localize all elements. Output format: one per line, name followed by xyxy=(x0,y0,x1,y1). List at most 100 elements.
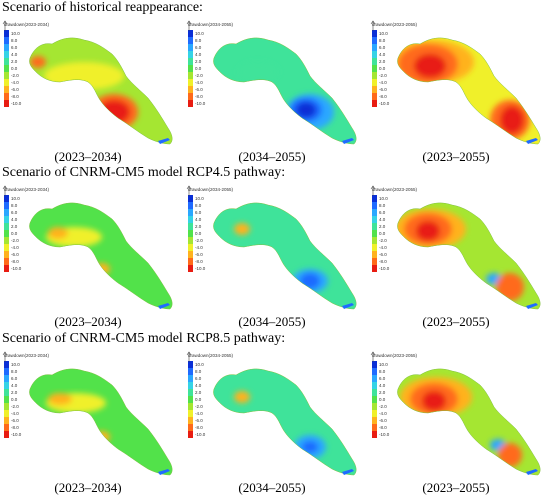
legend-tick-label: 0.0 xyxy=(379,397,386,402)
legend-entry: -4.0 xyxy=(4,410,36,417)
legend-entry: 6.0 xyxy=(4,44,36,51)
legend-swatch xyxy=(4,389,9,396)
legend-swatch xyxy=(4,251,9,258)
legend-swatch xyxy=(4,195,9,202)
legend-swatch xyxy=(188,382,193,389)
legend-entry: 4.0 xyxy=(188,382,220,389)
legend-tick-label: -10.0 xyxy=(379,101,390,106)
legend-entry: 6.0 xyxy=(372,44,404,51)
legend-entry: -4.0 xyxy=(188,79,220,86)
legend-tick-label: 2.0 xyxy=(11,390,18,395)
drawdown-map xyxy=(29,202,173,310)
region-outline xyxy=(29,368,173,476)
contour-zone xyxy=(496,273,524,301)
legend-tick-label: 8.0 xyxy=(195,203,202,208)
north-arrow-icon xyxy=(370,185,376,196)
legend-tick-label: -8.0 xyxy=(195,425,203,430)
contour-zone xyxy=(94,263,110,275)
legend-swatch xyxy=(188,65,193,72)
contour-zone xyxy=(414,54,446,78)
legend-swatch xyxy=(188,72,193,79)
legend-entry: 4.0 xyxy=(4,216,36,223)
legend-entry: -2.0 xyxy=(188,403,220,410)
legend-entry: -2.0 xyxy=(188,237,220,244)
legend-swatch xyxy=(372,202,377,209)
panel-caption: (2034–2055) xyxy=(238,314,306,329)
legend-swatch xyxy=(372,37,377,44)
color-legend: drawdown(2023-2034) 10.0 8.0 6.0 4.0 2.0 0.0 -2… xyxy=(4,353,49,438)
region-outline xyxy=(29,37,173,145)
legend-title: drawdown(2023-2055) xyxy=(372,22,418,27)
legend-swatch xyxy=(188,361,193,368)
legend-swatch xyxy=(188,93,193,100)
legend-entry: -2.0 xyxy=(188,72,220,79)
north-arrow-icon xyxy=(186,20,192,31)
legend-entry: -2.0 xyxy=(372,237,404,244)
legend-swatch xyxy=(4,396,9,403)
legend-entry: 10.0 xyxy=(4,195,36,202)
legend-swatch xyxy=(188,86,193,93)
legend-entry: 0.0 xyxy=(4,65,36,72)
legend-tick-label: 6.0 xyxy=(379,376,386,381)
contour-zone xyxy=(234,391,250,403)
legend-entry: -10.0 xyxy=(4,431,36,438)
legend-swatch xyxy=(4,230,9,237)
legend-entry: -2.0 xyxy=(372,403,404,410)
color-legend: drawdown(2034-2055) 10.0 8.0 6.0 4.0 2.0 0.0 -2… xyxy=(188,22,233,107)
legend-entry: 0.0 xyxy=(4,230,36,237)
map-panel: drawdown(2034-2055) 10.0 8.0 6.0 4.0 2.0 0.0 -2… xyxy=(184,185,360,310)
legend-entry: -10.0 xyxy=(4,265,36,272)
coast-marker xyxy=(342,303,354,309)
legend-entry: 8.0 xyxy=(188,37,220,44)
coast-marker xyxy=(158,138,170,144)
legend-title: drawdown(2023-2034) xyxy=(4,22,50,27)
legend-entry: -6.0 xyxy=(4,251,36,258)
legend-swatch xyxy=(372,396,377,403)
legend-entry: -10.0 xyxy=(188,431,220,438)
legend-swatch xyxy=(4,223,9,230)
legend-entry: -4.0 xyxy=(4,244,36,251)
legend-tick-label: -4.0 xyxy=(11,411,19,416)
legend-swatch xyxy=(188,51,193,58)
north-arrow-icon xyxy=(370,20,376,31)
legend-tick-label: -8.0 xyxy=(11,94,19,99)
legend-entry: -4.0 xyxy=(372,79,404,86)
legend-tick-label: 10.0 xyxy=(195,362,204,367)
legend-entry: 2.0 xyxy=(4,223,36,230)
legend-tick-label: 10.0 xyxy=(195,196,204,201)
legend-swatch xyxy=(372,244,377,251)
legend-swatch xyxy=(372,230,377,237)
legend-entry: 6.0 xyxy=(4,209,36,216)
drawdown-map xyxy=(397,37,541,145)
map-panel: drawdown(2023-2055) 10.0 8.0 6.0 4.0 2.0 0.0 -2… xyxy=(368,351,544,476)
legend-swatch xyxy=(188,396,193,403)
legend-swatch xyxy=(188,209,193,216)
legend-tick-label: 10.0 xyxy=(11,196,20,201)
legend-swatch xyxy=(372,195,377,202)
contour-zone xyxy=(44,62,124,90)
legend-entry: 8.0 xyxy=(4,202,36,209)
coast-marker xyxy=(342,469,354,475)
legend-tick-label: 2.0 xyxy=(379,390,386,395)
legend-entry: 4.0 xyxy=(372,382,404,389)
legend-entry: -8.0 xyxy=(4,424,36,431)
contour-zone xyxy=(94,431,110,443)
legend-entry: 8.0 xyxy=(372,37,404,44)
legend-tick-label: -6.0 xyxy=(11,252,19,257)
section-title: Scenario of historical reappearance: xyxy=(2,0,203,15)
coast-marker xyxy=(526,303,538,309)
legend-swatch xyxy=(4,265,9,272)
legend-tick-label: 4.0 xyxy=(379,217,386,222)
legend-swatch xyxy=(188,202,193,209)
legend-tick-label: -6.0 xyxy=(195,87,203,92)
legend-entry: -10.0 xyxy=(372,431,404,438)
legend-tick-label: 0.0 xyxy=(11,66,18,71)
region-outline xyxy=(213,37,357,145)
legend-tick-label: 6.0 xyxy=(11,210,18,215)
legend-swatch xyxy=(4,30,9,37)
legend-entry: -4.0 xyxy=(188,410,220,417)
legend-tick-label: -8.0 xyxy=(11,259,19,264)
legend-entry: -6.0 xyxy=(188,251,220,258)
legend-tick-label: 6.0 xyxy=(379,210,386,215)
legend-entry: -4.0 xyxy=(372,244,404,251)
